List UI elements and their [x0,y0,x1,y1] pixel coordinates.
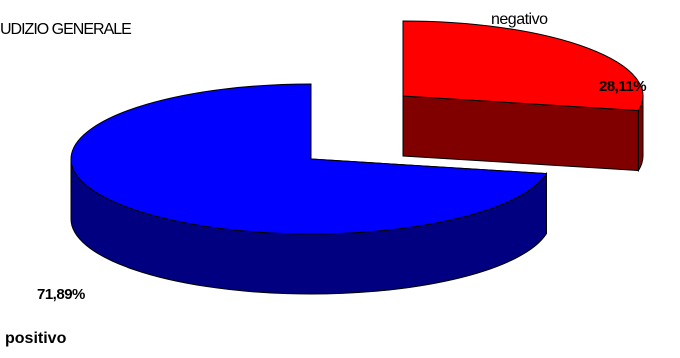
data-label-negativo: 28,11% [599,78,647,95]
chart-title: UDIZIO GENERALE [0,21,132,38]
slice-top-negativo [402,20,644,112]
data-label-positivo: 71,89% [37,286,85,303]
category-label-positivo: positivo [5,330,67,347]
slice-top-positivo [70,83,548,235]
category-label-negativo: negativo [491,11,548,28]
